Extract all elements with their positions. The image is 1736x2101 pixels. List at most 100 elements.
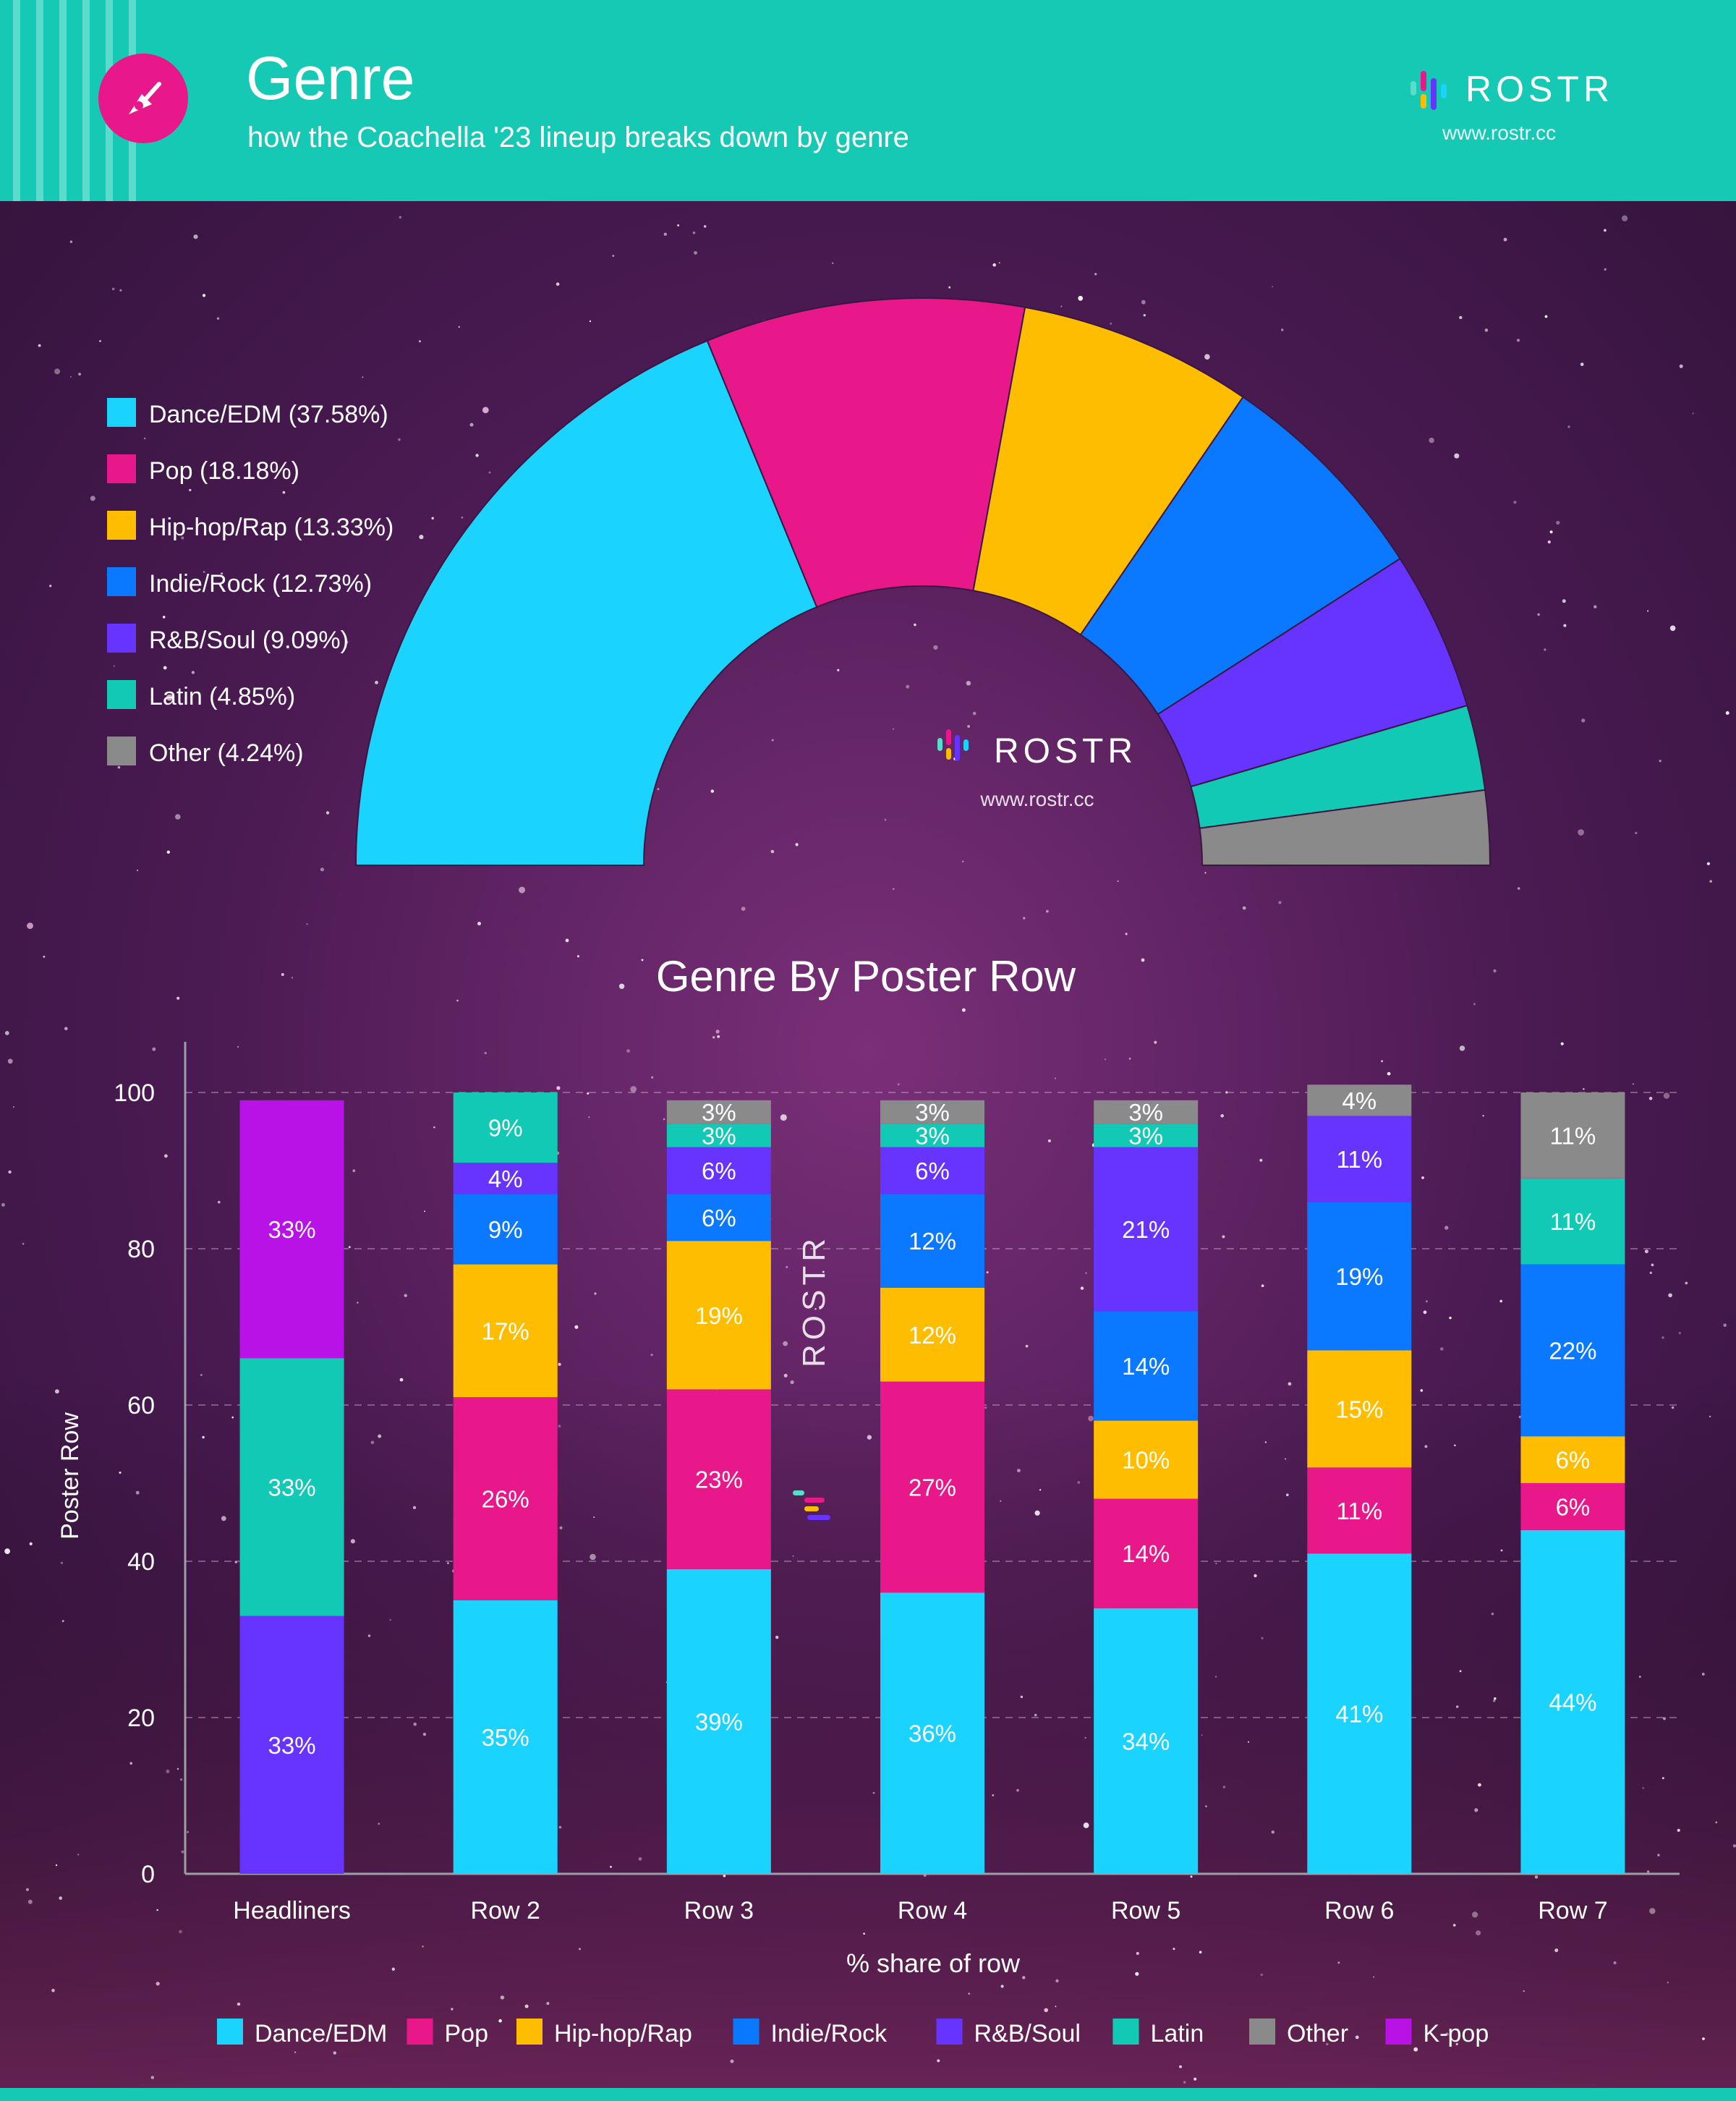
bar-segment-hip-hop-rap [666,1241,771,1390]
bar-value-label: 41% [1335,1701,1383,1728]
star [422,1945,424,1948]
star [1454,1444,1456,1447]
legend-swatch [733,2019,760,2045]
star [179,1930,182,1934]
star [694,251,697,255]
star [422,1733,427,1736]
star [1278,901,1282,904]
bar-value-label: 4% [488,1166,523,1192]
star [1706,862,1710,865]
star [1225,1091,1228,1094]
star [558,1825,562,1829]
star [1459,315,1463,320]
star [992,1794,995,1796]
bar-segment-hip-hop-rap [1094,1420,1199,1499]
star [1709,880,1712,883]
bar-value-label: 3% [1128,1099,1163,1126]
header-bar: Genre how the Coachella '23 lineup break… [0,0,1736,201]
star [99,340,101,342]
star [1651,1263,1654,1267]
star [456,999,459,1002]
donut-slice-dance-edm [354,339,818,866]
star [723,1874,726,1877]
star [4,1031,9,1035]
star [587,1092,590,1095]
star [1094,273,1097,276]
star [576,955,579,958]
star [948,286,951,289]
legend-label: Latin (4.85%) [149,683,295,710]
star [129,1762,132,1765]
star [1105,1058,1107,1061]
star [590,1553,596,1561]
star [1494,1697,1497,1700]
star [1473,1003,1476,1006]
bar-value-label: 11% [1550,1122,1596,1149]
star [892,728,895,730]
star [1472,1911,1478,1918]
star [469,423,474,427]
star [822,1270,825,1273]
star [1556,520,1560,525]
star [419,340,421,343]
star [1204,354,1210,360]
star [1034,1510,1040,1516]
star [717,1035,720,1038]
legend-swatch [936,2019,963,2045]
bar-value-label: 14% [1122,1540,1170,1567]
star [350,1539,355,1544]
star [1668,1293,1672,1298]
star [780,1114,787,1121]
star [1709,1415,1711,1418]
star [1632,1083,1635,1085]
star [663,232,667,236]
bar-value-label: 12% [909,1228,956,1255]
star [1077,1481,1081,1484]
bar-segment-other [1094,1100,1199,1124]
bar-value-label: 33% [268,1216,316,1243]
star [770,849,775,854]
star [49,585,52,587]
star [221,1516,226,1521]
star [1723,1323,1727,1327]
star [1578,829,1585,836]
star [391,1967,395,1971]
star [1534,1875,1539,1879]
star [1413,2047,1418,2052]
star [1285,1458,1287,1460]
bar-segment-pop [666,1389,771,1569]
star [333,2051,336,2055]
star [175,814,181,820]
star [1260,1973,1264,1977]
star [710,789,714,793]
bar-chart-title: Genre By Poster Row [656,952,1076,1001]
star [1493,969,1497,973]
star [176,1767,179,1770]
star [630,1086,637,1092]
star [1055,2006,1057,2008]
legend-label: R&B/Soul [974,2020,1081,2047]
star [519,886,526,894]
star [1547,540,1551,544]
star [378,1822,380,1825]
x-axis-label: % share of row [846,1948,1021,1978]
star [1544,648,1546,651]
star [1084,1736,1086,1739]
x-tick-label: Row 6 [1324,1897,1394,1924]
star [22,1242,25,1245]
legend-swatch [217,2019,243,2045]
star [1604,268,1607,271]
bar-value-label: 3% [1128,1122,1163,1149]
rostr-logo-icon [1410,71,1447,110]
star [135,1490,140,1495]
star [166,1769,170,1773]
star [771,739,774,742]
star [1484,328,1489,332]
star [27,922,33,929]
star [968,1992,970,1995]
star [398,438,401,441]
star [1659,760,1661,763]
star [1214,1676,1217,1678]
legend-label: Latin [1151,2020,1204,2047]
y-axis-label: Poster Row [56,1412,84,1540]
